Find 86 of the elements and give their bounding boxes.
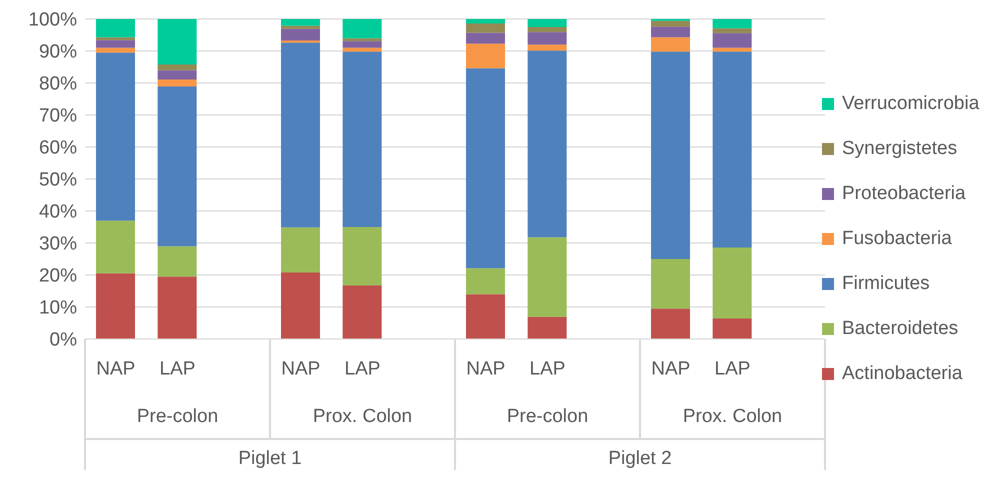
bar (712, 33, 752, 48)
bar (712, 19, 752, 28)
bar (158, 64, 197, 70)
bar (96, 220, 135, 274)
bar (342, 38, 382, 42)
text: Piglet 2 (608, 448, 672, 469)
bar (466, 68, 505, 268)
bar (466, 44, 505, 68)
bar (281, 26, 320, 29)
bar (528, 50, 567, 238)
text: Piglet 1 (238, 448, 302, 469)
text: Prox. Colon (312, 406, 412, 427)
bar (528, 32, 567, 45)
y-tick-label: 20% (38, 266, 78, 287)
bar (342, 48, 382, 52)
bar (96, 40, 135, 48)
y-tick-label: 10% (38, 298, 78, 319)
bar (651, 52, 690, 259)
bar (342, 19, 382, 38)
bar (712, 247, 752, 319)
bar (712, 318, 752, 339)
bar (342, 41, 382, 48)
y-tick-label: 100% (28, 10, 78, 31)
y-tick-label: 40% (38, 202, 78, 223)
legend-label: Firmicutes (842, 272, 930, 294)
bar (466, 268, 505, 294)
legend-label: Synergistetes (842, 138, 958, 160)
x-tick-label: LAP (714, 358, 750, 380)
bar (528, 27, 567, 32)
bar (281, 28, 320, 40)
legend-label: Actinobacteria (842, 362, 962, 384)
x-tick-label: NAP (281, 358, 320, 380)
x-tick-label: LAP (530, 358, 566, 380)
bar (712, 48, 752, 52)
bar (96, 273, 135, 339)
bar (96, 37, 135, 40)
y-tick-label: 90% (38, 42, 78, 63)
bar (651, 26, 690, 38)
legend-label: Verrucomicrobia (842, 92, 980, 114)
bar (466, 32, 505, 44)
bar (342, 227, 382, 286)
x-tick-label: NAP (466, 358, 506, 380)
bar (96, 19, 135, 38)
bar (158, 246, 197, 277)
bar (528, 19, 567, 27)
y-tick-label: 60% (38, 138, 78, 159)
legend-label: Proteobacteria (842, 182, 966, 204)
bar (158, 70, 197, 80)
bar (651, 37, 690, 52)
bar (281, 272, 320, 339)
x-tick-label: NAP (651, 358, 690, 380)
bar (528, 44, 567, 51)
legend-label: Bacteroidetes (842, 318, 958, 340)
x-tick-label: LAP (160, 358, 196, 380)
bar (466, 294, 505, 339)
y-tick-label: 80% (38, 74, 78, 95)
bar (712, 52, 752, 248)
bar (342, 286, 382, 339)
text: Prox. Colon (682, 406, 782, 427)
bar (651, 259, 690, 309)
bar (466, 23, 505, 33)
bar (651, 308, 690, 339)
bar (158, 86, 197, 246)
bar (281, 42, 320, 228)
bar (466, 19, 505, 24)
bar (528, 237, 567, 317)
y-tick-label: 50% (38, 170, 78, 191)
bar (651, 20, 690, 27)
y-tick-label: 0% (50, 330, 78, 351)
bar (712, 28, 752, 34)
bar (96, 52, 135, 221)
bar (158, 276, 197, 339)
x-tick-label: NAP (96, 358, 136, 380)
bar (281, 19, 320, 26)
y-tick-label: 30% (38, 234, 78, 255)
legend-label: Fusobacteria (842, 228, 952, 250)
bar (158, 79, 197, 87)
text: Pre-colon (136, 406, 218, 427)
text: Pre-colon (506, 406, 588, 427)
bar (528, 316, 567, 339)
bar (342, 52, 382, 227)
bar (96, 48, 135, 53)
bar (158, 19, 197, 64)
x-tick-label: LAP (344, 358, 380, 380)
bar (281, 227, 320, 272)
y-tick-label: 70% (38, 106, 78, 127)
